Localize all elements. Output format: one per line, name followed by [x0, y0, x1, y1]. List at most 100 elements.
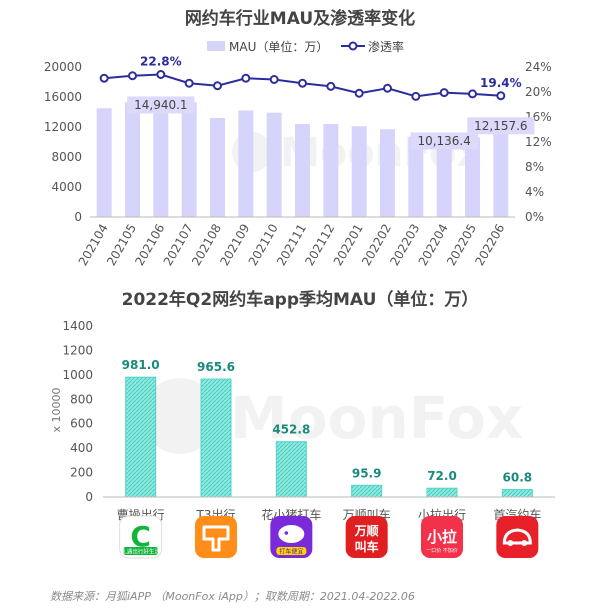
y-axis-tick-label: 200	[70, 466, 93, 480]
app-icon-background	[421, 516, 463, 558]
penetration-point	[298, 78, 307, 88]
right-axis-tick-label: 12%	[525, 135, 552, 149]
y-axis-tick-label: 1000	[62, 368, 93, 382]
left-axis-tick-label: 16000	[44, 90, 82, 104]
mau-bar	[323, 124, 339, 217]
penetration-point	[184, 78, 194, 88]
pig-eye-icon	[284, 531, 289, 535]
plot-area: 0200400600800100012001400981.0曹操出行965.6T…	[62, 319, 555, 559]
plot-area: 0400080001200016000200000%4%8%12%16%20%2…	[44, 55, 552, 269]
penetration-point	[213, 81, 222, 91]
app-mau-bar	[351, 484, 383, 498]
left-axis-tick-label: 0	[74, 210, 82, 224]
moon-logo-icon	[142, 378, 218, 454]
car-icon	[502, 528, 532, 545]
app-mau-bar	[200, 378, 232, 498]
app-mau-value-label: 965.6	[197, 360, 235, 374]
penetration-point	[326, 81, 336, 91]
y-axis-tick-label: 1200	[62, 343, 93, 357]
y-axis-label: x 10000	[50, 387, 63, 432]
penetration-point	[496, 91, 506, 101]
app-mau-value-label: 981.0	[122, 358, 160, 372]
right-axis-tick-label: 20%	[525, 85, 552, 99]
penetration-point	[468, 89, 477, 99]
app-mau-bar	[275, 441, 307, 498]
left-axis-tick-label: 20000	[44, 60, 82, 74]
app-mau-bar	[501, 489, 533, 498]
app-mau-chart: 2022年Q2网约车app季均MAU（单位：万） x 10000 MoonFox…	[50, 289, 555, 559]
mau-bar	[181, 102, 197, 217]
mau-bar	[210, 118, 225, 217]
app-mau-value-label: 60.8	[503, 471, 533, 485]
app-icon-background	[496, 516, 539, 558]
y-axis-tick-label: 1400	[62, 319, 93, 333]
mau-bar	[153, 104, 169, 217]
left-axis-tick-label: 8000	[51, 150, 82, 164]
pig-icon	[278, 525, 305, 543]
mau-bar	[436, 140, 452, 217]
chart-title: 2022年Q2网约车app季均MAU（单位：万）	[122, 289, 479, 310]
penetration-point	[354, 88, 364, 98]
t3-app-icon	[195, 516, 237, 558]
app-icon-caption: 一口价 不加价	[426, 547, 458, 554]
penetration-point	[128, 71, 137, 81]
app-mau-value-label: 72.0	[427, 469, 457, 483]
penetration-data-label: 22.8%	[140, 55, 182, 69]
app-icon-caption-bar	[123, 547, 158, 555]
mau-data-label-box	[127, 96, 195, 114]
mau-bar	[266, 112, 282, 217]
legend-rate-label: 渗透率	[368, 39, 404, 54]
chart-title: 网约车行业MAU及渗透率变化	[185, 8, 415, 29]
app-mau-bar	[125, 376, 157, 498]
mau-bar	[408, 136, 424, 217]
app-mau-value-label: 95.9	[352, 466, 382, 480]
car-wheel-icon	[521, 540, 528, 546]
app-mau-bar	[426, 487, 458, 498]
penetration-point	[411, 91, 421, 101]
app-icon-caption: 打车便宜	[279, 548, 303, 556]
penetration-point	[241, 73, 251, 83]
app-icon-background	[345, 516, 388, 558]
y-axis-tick-label: 800	[70, 392, 93, 406]
mau-bar	[493, 125, 509, 217]
app-icon-glyph: 叫车	[355, 539, 379, 554]
legend: MAU（单位：万） 渗透率	[207, 39, 404, 54]
app-icon-caption: 礼遇出行好生活	[121, 548, 160, 556]
legend-rate-marker	[348, 41, 358, 51]
app-icon-glyph	[202, 525, 230, 552]
penetration-point	[439, 88, 449, 98]
y-axis-tick-label: 0	[85, 490, 93, 504]
mau-data-label-box	[410, 132, 478, 150]
right-axis-tick-label: 4%	[525, 185, 544, 199]
mau-data-label: 10,136.4	[417, 134, 470, 148]
mau-data-label: 12,157.6	[474, 119, 527, 133]
app-icon-glyph: C	[130, 520, 151, 553]
app-icon-background	[195, 516, 237, 558]
right-axis-tick-label: 8%	[525, 160, 544, 174]
app-icon-glyph: 小拉	[427, 528, 457, 546]
mau-bar	[351, 126, 367, 217]
moonfox-watermark: MoonFox	[142, 378, 523, 454]
watermark-text: MoonFox	[230, 384, 523, 452]
huaxiaozhu-app-icon: 打车便宜	[270, 516, 313, 558]
penetration-point	[383, 83, 392, 93]
mau-data-label-box	[467, 117, 535, 135]
left-axis-tick-label: 12000	[44, 120, 82, 134]
app-icon-caption-bar	[276, 547, 307, 555]
mau-data-label: 14,940.1	[134, 98, 187, 112]
wanshun-app-icon: 万顺叫车	[345, 516, 388, 558]
mau-bar	[465, 137, 480, 217]
mau-bar	[380, 129, 395, 217]
right-axis-tick-label: 24%	[525, 60, 552, 74]
mau-penetration-chart: 网约车行业MAU及渗透率变化 MAU（单位：万） 渗透率 MoonFox 040…	[44, 8, 552, 269]
y-axis-tick-label: 400	[70, 441, 93, 455]
left-axis-tick-label: 4000	[51, 180, 82, 194]
app-icon-glyph: 万顺	[354, 523, 379, 538]
right-axis-tick-label: 0%	[525, 210, 544, 224]
penetration-point	[269, 75, 279, 84]
legend-mau-label: MAU（单位：万）	[229, 39, 328, 54]
penetration-point	[99, 73, 109, 83]
data-source-note: 数据来源：月狐iAPP （MoonFox iApp）；取数周期：2021.04-…	[50, 590, 415, 603]
